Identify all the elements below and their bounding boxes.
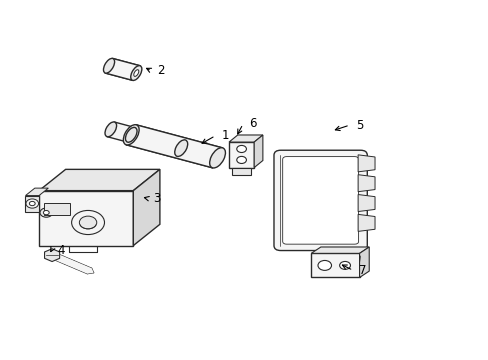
Polygon shape: [56, 255, 94, 274]
Text: 7: 7: [358, 264, 366, 277]
Text: 2: 2: [157, 64, 164, 77]
Polygon shape: [231, 168, 251, 175]
Polygon shape: [133, 169, 160, 246]
FancyBboxPatch shape: [44, 203, 70, 215]
Ellipse shape: [105, 122, 116, 137]
Circle shape: [29, 201, 35, 206]
Circle shape: [26, 199, 39, 208]
Ellipse shape: [134, 70, 139, 76]
Polygon shape: [107, 122, 135, 142]
Ellipse shape: [209, 148, 225, 168]
Circle shape: [43, 211, 49, 215]
Polygon shape: [228, 142, 254, 168]
Circle shape: [339, 261, 350, 269]
Ellipse shape: [125, 127, 137, 142]
FancyBboxPatch shape: [273, 150, 366, 251]
Text: 1: 1: [221, 129, 228, 142]
Circle shape: [40, 208, 53, 217]
Polygon shape: [44, 249, 60, 261]
Polygon shape: [310, 247, 368, 253]
Polygon shape: [39, 191, 133, 246]
Polygon shape: [25, 195, 39, 212]
Polygon shape: [126, 125, 222, 168]
FancyBboxPatch shape: [282, 157, 358, 244]
Text: 6: 6: [248, 117, 256, 130]
Circle shape: [317, 260, 331, 270]
Circle shape: [79, 216, 97, 229]
Polygon shape: [357, 215, 374, 231]
Text: 3: 3: [153, 192, 161, 205]
Polygon shape: [310, 253, 359, 278]
Polygon shape: [254, 135, 263, 168]
Ellipse shape: [123, 125, 139, 145]
Ellipse shape: [174, 140, 187, 157]
Polygon shape: [357, 175, 374, 192]
Polygon shape: [105, 58, 140, 80]
Polygon shape: [357, 194, 374, 212]
Ellipse shape: [103, 58, 114, 73]
Circle shape: [71, 211, 104, 235]
Polygon shape: [228, 135, 263, 142]
Text: 5: 5: [355, 118, 362, 131]
Polygon shape: [25, 188, 48, 195]
Polygon shape: [359, 247, 368, 278]
Text: 4: 4: [57, 244, 64, 257]
Polygon shape: [39, 169, 160, 191]
Circle shape: [236, 145, 246, 153]
Polygon shape: [357, 155, 374, 172]
Circle shape: [236, 156, 246, 163]
Ellipse shape: [130, 66, 142, 81]
